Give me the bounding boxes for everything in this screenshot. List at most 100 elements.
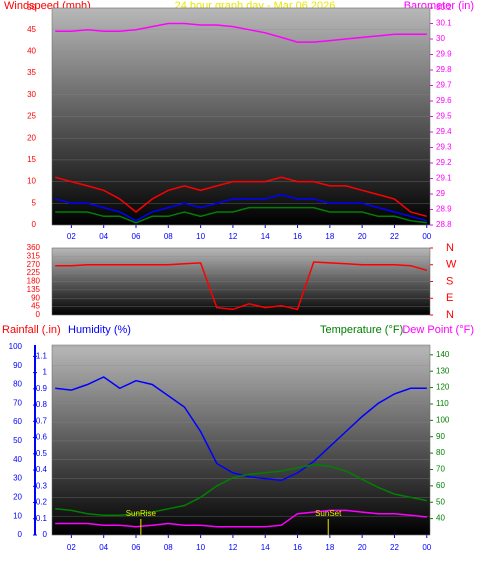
plot-frame [51,7,431,226]
y-tick-label: 45 [27,25,36,34]
y-tick-label: 30 [13,474,22,483]
y-tick-label: 40 [13,455,22,464]
x-tick-label: 06 [132,232,141,241]
y2-tick-label: 30 [436,34,445,43]
y3-tick-label: 0.5 [36,449,48,458]
dewpoint-label: Dew Point (°F) [402,324,474,336]
series-line [55,22,427,43]
y3-tick-label: 1.1 [36,351,48,360]
y2-tick-label: 29.2 [436,158,452,167]
x-tick-label: 00 [422,232,431,241]
y3-tick-label: 0.3 [36,481,48,490]
series-line [55,206,427,224]
y2-tick-label: 60 [436,481,445,490]
x-tick-label: 10 [196,232,205,241]
y-tick-label: 0 [36,310,41,319]
y2-tick-label: 29.4 [436,127,452,136]
annotation: SunRise [126,509,157,518]
y-tick-label: 40 [27,47,36,56]
y-tick-label: 30 [27,90,36,99]
series-line [55,376,427,482]
y-tick-label: 0 [18,530,23,539]
x-tick-label: 00 [422,543,431,552]
y-tick-label: 90 [31,293,40,302]
plot-frame [51,344,431,536]
y-tick-label: 5 [32,198,37,207]
y-tick-label: 225 [27,268,41,277]
y3-tick-label: 0.4 [36,465,48,474]
y2-tick-label: 120 [436,383,450,392]
y3-tick-label: 0.9 [36,384,48,393]
y-tick-label: 70 [13,398,22,407]
series-line [55,463,427,517]
y-tick-label: 50 [27,3,36,12]
series-line [55,509,427,528]
plot-frame [51,247,431,316]
y2-tick-label: 90 [436,432,445,441]
y3-tick-label: 0.6 [36,433,48,442]
y3-tick-label: 0.2 [36,498,48,507]
y-tick-label: 15 [27,155,36,164]
y2-tick-label: 140 [436,350,450,359]
x-tick-label: 06 [132,543,141,552]
y3-tick-label: 0.8 [36,400,48,409]
y2-tick-label: 30.2 [436,3,452,12]
x-tick-label: 04 [99,232,108,241]
x-tick-label: 18 [325,232,334,241]
humidity-label: Humidity (%) [68,324,131,336]
y-tick-label: 45 [31,302,40,311]
y2-tick-label: 40 [436,514,445,523]
y-tick-label: 20 [13,492,22,501]
x-tick-label: 20 [358,543,367,552]
y2-tick-label: 29.9 [436,50,452,59]
y-tick-label: 270 [27,260,41,269]
x-tick-label: 22 [390,232,399,241]
series-line [55,261,428,311]
x-tick-label: 02 [67,232,76,241]
y2-tick-label: 50 [436,497,445,506]
y2-tick-label: 29.3 [436,143,452,152]
chart-title: 24 hour graph day - Mar 06 2026 [175,0,336,12]
y2-tick-label: 80 [436,448,445,457]
y2-tick-label: 29 [436,189,445,198]
x-tick-label: 12 [228,543,237,552]
x-tick-label: 16 [293,543,302,552]
x-tick-label: 16 [293,232,302,241]
y2-tick-label: 29.6 [436,96,452,105]
y3-tick-label: 0.7 [36,416,48,425]
x-tick-label: 12 [228,232,237,241]
x-tick-label: 14 [261,543,270,552]
x-tick-label: 14 [261,232,270,241]
y-tick-label: 50 [13,436,22,445]
y-tick-label: 180 [27,277,41,286]
y2-tick-label: 29.8 [436,65,452,74]
x-tick-label: 22 [390,543,399,552]
y-tick-label: 315 [27,251,41,260]
y2-tick-label: 110 [436,399,449,408]
barometer-label: Barometer (in) [404,0,474,12]
temperature-label: Temperature (°F) [320,324,403,336]
wind-label: Windspeed (mph) [4,0,91,12]
x-tick-label: 08 [164,232,173,241]
annotation: SunSet [315,509,342,518]
x-tick-label: 08 [164,543,173,552]
y2-tick-label: 29.1 [436,174,452,183]
x-tick-label: 10 [196,543,205,552]
y2-tick-label: 100 [436,415,450,424]
y-tick-label: 100 [9,342,23,351]
y-tick-label: 135 [27,285,41,294]
y-tick-label: 25 [27,112,36,121]
y2-tick-label: 70 [436,465,445,474]
y2-tick-label: 29.5 [436,112,452,121]
rain-label: Rainfall (.in) [2,324,61,336]
y2-tick-label: E [446,292,453,304]
y-tick-label: 360 [27,243,41,252]
y3-tick-label: 0.1 [36,514,48,523]
y-tick-label: 60 [13,417,22,426]
y2-tick-label: 28.9 [436,205,452,214]
x-tick-label: 20 [358,232,367,241]
y-tick-label: 0 [32,220,37,229]
y2-tick-label: S [446,275,453,287]
y2-tick-label: 28.8 [436,220,452,229]
